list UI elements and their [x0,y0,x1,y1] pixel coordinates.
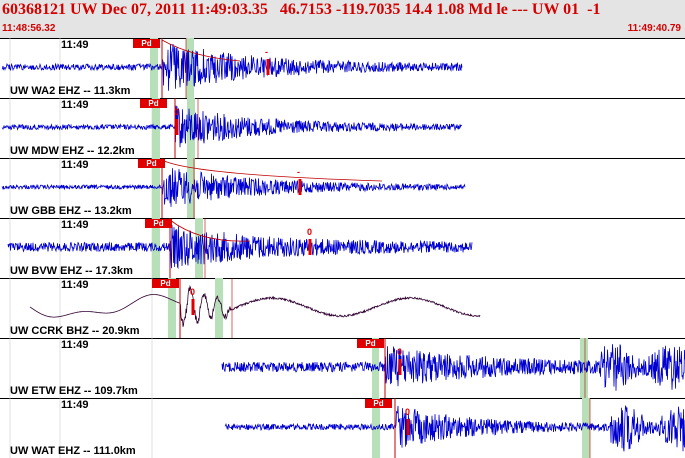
trace-panel-ccrk[interactable]: 0 11:49 Pd UW CCRK BHZ -- 20.9km [0,278,685,338]
seismogram-trace: - [0,158,685,218]
analysis-window [187,158,195,218]
waveform [1,43,463,91]
trace-time-label: 11:49 [61,39,89,51]
station-label: UW WAT EHZ -- 111.0km [10,445,136,457]
coda-marker [191,299,195,315]
trace-time-label: 11:49 [61,339,89,351]
analysis-window [186,38,194,98]
station-label: UW WA2 EHZ -- 11.3km [10,85,131,97]
p-pick-marker[interactable]: Pd [152,279,179,288]
analysis-window [215,278,223,338]
station-label: UW MDW EHZ -- 12.2km [10,145,135,157]
trace-time-label: 11:49 [61,219,89,231]
coda-mark-label: - [297,167,300,177]
p-pick-marker[interactable]: Pd [133,39,160,48]
coda-mark-label: 0 [190,287,195,297]
p-pick-marker[interactable]: Pd [357,339,384,348]
trace-time-label: 11:49 [61,399,89,411]
seismogram-trace: - [0,38,685,98]
trace-panel-wa2[interactable]: - 11:49 Pd UW WA2 EHZ -- 11.3km [0,38,685,98]
travel-time-curve [169,219,251,242]
trace-time-label: 11:49 [61,279,89,291]
waveform [7,224,473,270]
trace-panel-mdw[interactable]: 0 11:49 Pd UW MDW EHZ -- 12.2km [0,98,685,158]
seismogram-trace: 0 [0,218,685,278]
window-start-time: 11:48:56.32 [2,23,56,34]
seismogram-trace: 0 [0,338,685,398]
coda-mark-label: 0 [397,347,402,357]
waveform [1,168,466,207]
seismogram-trace: 0 [0,278,685,338]
trace-panel-wat[interactable]: 0 11:49 Pd UW WAT EHZ -- 111.0km [0,398,685,458]
travel-time-curve [161,39,241,62]
trace-panel-bvw[interactable]: 0 11:49 Pd UW BVW EHZ -- 17.3km [0,218,685,278]
header-bar: 60368121 UW Dec 07, 2011 11:49:03.35 46.… [0,0,685,38]
station-label: UW ETW EHZ -- 109.7km [10,385,138,397]
station-label: UW GBB EHZ -- 13.2km [10,205,132,217]
coda-marker [398,359,402,375]
analysis-window [582,398,590,458]
coda-marker [298,179,302,195]
p-pick-marker[interactable]: Pd [138,159,165,168]
coda-mark-label: - [265,47,268,57]
coda-marker [406,419,410,435]
waveform [1,105,463,148]
trace-time-label: 11:49 [61,159,89,171]
trace-panel-etw[interactable]: 0 11:49 Pd UW ETW EHZ -- 109.7km [0,338,685,398]
window-end-time: 11:49:40.79 [627,23,681,34]
trace-time-label: 11:49 [61,99,89,111]
coda-mark-label: 0 [405,407,410,417]
waveform [224,405,685,452]
coda-mark-label: 0 [307,227,312,237]
trace-panel-gbb[interactable]: - 11:49 Pd UW GBB EHZ -- 13.2km [0,158,685,218]
coda-marker [308,239,312,255]
coda-mark-label: 0 [174,107,179,117]
event-title: 60368121 UW Dec 07, 2011 11:49:03.35 46.… [2,1,601,18]
station-label: UW CCRK BHZ -- 20.9km [10,325,140,337]
p-pick-marker[interactable]: Pd [140,99,167,108]
seismogram-trace: 0 [0,398,685,458]
travel-time-curve [161,159,383,182]
coda-marker [266,59,270,75]
waveform [221,344,685,391]
analysis-window [168,278,176,338]
waveform [29,284,481,327]
coda-marker [175,119,179,135]
p-pick-marker[interactable]: Pd [365,399,392,408]
p-pick-marker[interactable]: Pd [145,219,172,228]
seismogram-trace: 0 [0,98,685,158]
station-label: UW BVW EHZ -- 17.3km [10,265,133,277]
